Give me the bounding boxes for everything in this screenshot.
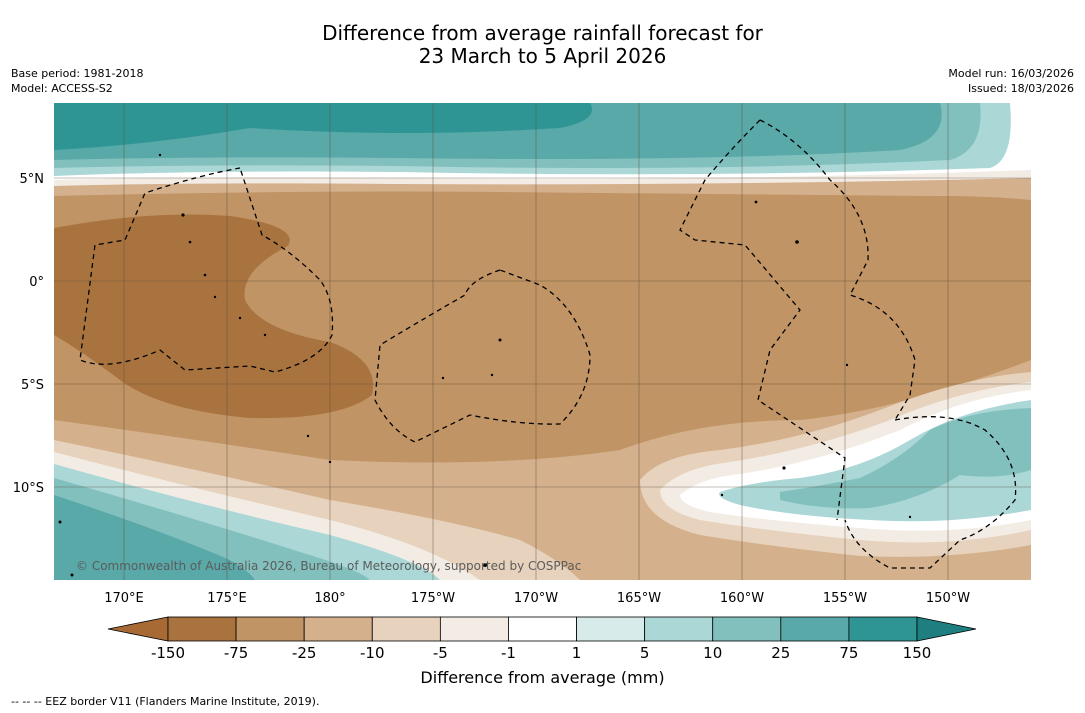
lat-label: 0° xyxy=(29,275,44,290)
colorbar-segment xyxy=(848,616,918,642)
lon-label: 155°W xyxy=(823,591,867,606)
gridlines xyxy=(54,103,1031,580)
lon-label: 165°W xyxy=(617,591,661,606)
islands xyxy=(58,153,912,577)
colorbar-arrow-low xyxy=(107,616,169,642)
lon-label: 170°E xyxy=(104,591,144,606)
model-run: Model run: 16/03/2026 xyxy=(948,67,1074,80)
colorbar-arrow-high xyxy=(916,616,977,642)
colorbar-segment xyxy=(235,616,305,642)
rainfall-anomaly-field: © Commonwealth of Australia 2026, Bureau… xyxy=(54,103,1031,580)
meta-right: Model run: 16/03/2026 Issued: 18/03/2026 xyxy=(948,66,1074,96)
lon-label: 170°W xyxy=(514,591,558,606)
title-line-1: Difference from average rainfall forecas… xyxy=(322,21,763,45)
field-south-wet-25-75 xyxy=(54,495,255,580)
eez-kiribati-phoenix xyxy=(374,269,591,443)
base-period: Base period: 1981-2018 xyxy=(11,67,144,80)
lat-label: 5°N xyxy=(20,172,45,187)
copyright-notice: © Commonwealth of Australia 2026, Bureau… xyxy=(76,559,581,573)
lon-label: 180° xyxy=(314,591,345,606)
title-line-2: 23 March to 5 April 2026 xyxy=(418,44,667,68)
colorbar-tick-label: 25 xyxy=(771,644,791,662)
eez-borders xyxy=(79,119,1017,569)
map-title: Difference from average rainfall forecas… xyxy=(0,22,1085,68)
eez-kiribati-gilbert xyxy=(79,167,334,373)
colorbar-tick-label: 75 xyxy=(839,644,859,662)
lon-label: 160°W xyxy=(720,591,764,606)
colorbar-tick-label: 1 xyxy=(571,644,582,662)
issued-date: Issued: 18/03/2026 xyxy=(967,82,1074,95)
colorbar-tick-label: 10 xyxy=(703,644,723,662)
lon-label: 150°W xyxy=(926,591,970,606)
model-name: Model: ACCESS-S2 xyxy=(11,82,113,95)
lon-label: 175°E xyxy=(207,591,247,606)
colorbar-segment xyxy=(167,616,237,642)
colorbar-tick-label: -25 xyxy=(291,644,317,662)
colorbar-tick-label: -1 xyxy=(500,644,516,662)
colorbar-tick-label: -10 xyxy=(360,644,385,662)
colorbar-segment xyxy=(508,616,577,642)
colorbar-segment xyxy=(303,616,373,642)
colorbar-tick-label: -150 xyxy=(150,644,186,662)
colorbar-tick-label: -75 xyxy=(223,644,249,662)
colorbar-segment xyxy=(712,616,782,642)
field-north-wet-75-150 xyxy=(54,103,592,150)
colorbar-segment xyxy=(576,616,646,642)
colorbar xyxy=(107,616,977,642)
eez-kiribati-line xyxy=(679,119,846,521)
lon-axis: 170°E 175°E 180° 175°W 170°W 165°W 160°W… xyxy=(104,591,970,606)
eez-cook-north xyxy=(844,416,1017,569)
lat-axis: 5°N 0° 5°S 10°S xyxy=(13,172,44,496)
colorbar-tick-label: -5 xyxy=(432,644,448,662)
eez-legend-note: -- -- -- EEZ border V11 (Flanders Marine… xyxy=(11,695,320,708)
lat-label: 5°S xyxy=(21,378,44,393)
lon-label: 175°W xyxy=(411,591,455,606)
colorbar-tick-label: 150 xyxy=(902,644,932,662)
colorbar-tick-label: 5 xyxy=(639,644,650,662)
colorbar-segment xyxy=(780,616,850,642)
colorbar-segment xyxy=(439,616,509,642)
field-se-wet-10-25 xyxy=(780,408,1031,509)
meta-left: Base period: 1981-2018 Model: ACCESS-S2 xyxy=(11,66,143,96)
colorbar-title: Difference from average (mm) xyxy=(420,668,665,687)
lat-label: 10°S xyxy=(13,481,44,496)
colorbar-segment xyxy=(371,616,441,642)
field-dry-75-150 xyxy=(54,214,374,419)
colorbar-segment xyxy=(644,616,714,642)
